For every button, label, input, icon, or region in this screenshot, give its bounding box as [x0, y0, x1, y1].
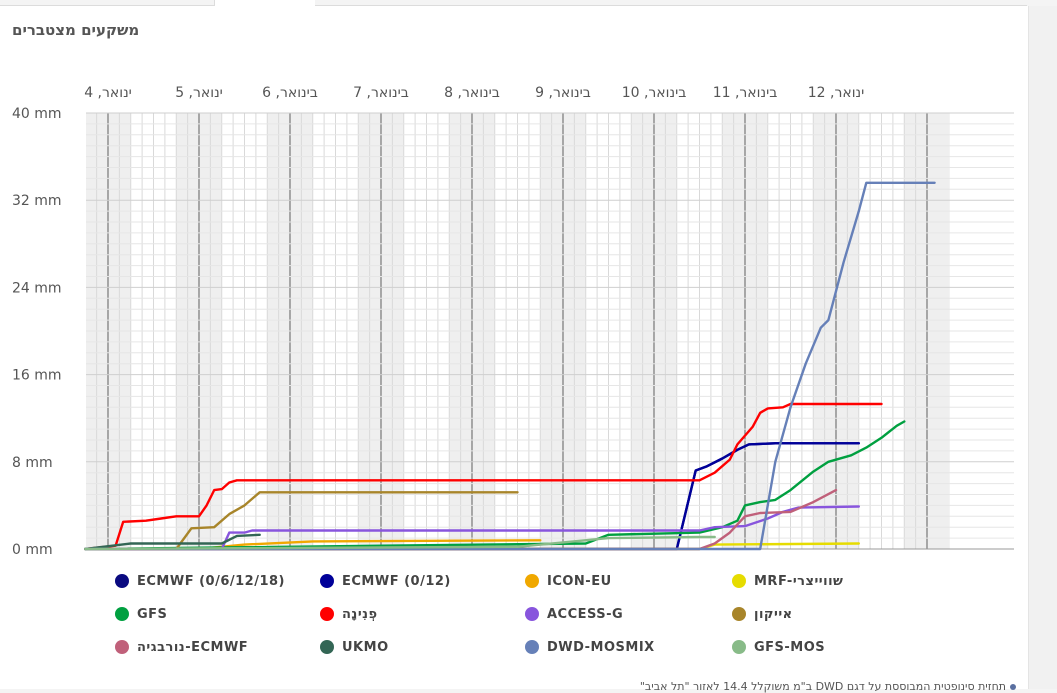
- legend-item[interactable]: נורבגיה-ECMWF: [115, 638, 248, 656]
- panel-title: משקעים מצטברים: [12, 21, 140, 39]
- legend-label: ACCESS-G: [547, 606, 624, 622]
- x-day-label: 10 ,בינואר: [622, 85, 687, 101]
- series-line: [84, 442, 860, 551]
- legend-dot-icon: [525, 607, 539, 621]
- y-tick-label: 0 mm: [12, 542, 53, 558]
- tab-strip: [0, 0, 1057, 6]
- legend-label: ECMWF (0/12): [342, 573, 451, 589]
- legend-item[interactable]: UKMO: [320, 638, 389, 656]
- legend-item[interactable]: GFS-MOS: [732, 638, 825, 656]
- y-tick-label: 16 mm: [12, 368, 62, 384]
- series-line: [84, 402, 883, 551]
- legend-label: UKMO: [342, 639, 389, 655]
- legend-label: GFS: [137, 606, 168, 622]
- legend-item[interactable]: פְנִינָה: [320, 605, 378, 623]
- legend-dot-icon: [115, 640, 129, 654]
- series-line: [84, 181, 936, 551]
- x-day-label: 5 ,ינואר: [175, 85, 223, 101]
- footnote: תחזית סינופטית המבוססת על דגם DWD ב"מ מש…: [496, 680, 1016, 693]
- y-tick-label: 8 mm: [12, 455, 53, 471]
- legend-item[interactable]: ICON-EU: [525, 572, 612, 590]
- tab-strip-fill: [315, 0, 1027, 6]
- y-axis-ticks: 0 mm 8 mm 16 mm 24 mm 32 mm 40 mm: [12, 106, 62, 558]
- precipitation-chart: 0 mm 8 mm 16 mm 24 mm 32 mm 40 mm 4 ,ינואר 5 ,…: [12, 85, 1014, 558]
- legend-label: נורבגיה-ECMWF: [137, 639, 249, 655]
- footnote-text: תחזית סינופטית המבוססת על דגם DWD ב"מ מש…: [639, 680, 1006, 693]
- horizontal-grid: [86, 112, 1014, 550]
- legend-dot-icon: [115, 574, 129, 588]
- x-day-label: 6 ,בינואר: [262, 85, 318, 101]
- legend-label: DWD-MOSMIX: [547, 639, 655, 655]
- x-day-label: 4 ,ינואר: [84, 85, 132, 101]
- x-day-labels: 4 ,ינואר 5 ,ינואר 6 ,בינואר 7 ,בינואר 8 ,בינ…: [84, 85, 864, 101]
- legend-item[interactable]: ACCESS-G: [525, 605, 623, 623]
- legend-dot-icon: [525, 640, 539, 654]
- legend-label: MRF-שווייצרי: [754, 573, 844, 589]
- x-day-label: 9 ,בינואר: [535, 85, 591, 101]
- legend-label: ECMWF (0/6/12/18): [137, 573, 286, 589]
- legend-item[interactable]: DWD-MOSMIX: [525, 638, 655, 656]
- tab-inactive[interactable]: [0, 0, 214, 6]
- legend-dot-icon: [320, 607, 334, 621]
- y-tick-label: 32 mm: [12, 193, 62, 209]
- legend-item[interactable]: אייקון: [732, 605, 793, 623]
- series-line: [84, 533, 261, 551]
- legend-dot-icon: [320, 640, 334, 654]
- legend-item[interactable]: ECMWF (0/12): [320, 572, 451, 590]
- legend-dot-icon: [320, 574, 334, 588]
- legend-label: פְנִינָה: [342, 606, 378, 622]
- legend-dot-icon: [525, 574, 539, 588]
- y-tick-label: 24 mm: [12, 280, 62, 296]
- legend-dot-icon: [732, 574, 746, 588]
- legend-dot-icon: [732, 607, 746, 621]
- legend-dot-icon: [115, 607, 129, 621]
- series-line: [84, 488, 838, 551]
- legend-dot-icon: [732, 640, 746, 654]
- series-line: [84, 420, 906, 551]
- legend-item[interactable]: ECMWF (0/6/12/18): [115, 572, 285, 590]
- legend-item[interactable]: GFS: [115, 605, 167, 623]
- legend-label: GFS-MOS: [754, 639, 826, 655]
- series-lines: [84, 181, 936, 551]
- x-day-label: 12 ,ינואר: [808, 85, 865, 101]
- x-day-label: 7 ,בינואר: [353, 85, 409, 101]
- legend-label: אייקון: [754, 606, 793, 622]
- x-day-label: 11 ,בינואר: [713, 85, 778, 101]
- legend-item[interactable]: MRF-שווייצרי: [732, 572, 843, 590]
- series-line: [84, 491, 519, 551]
- footnote-bullet-icon: [1010, 684, 1016, 690]
- side-strip: [1028, 6, 1057, 689]
- y-tick-label: 40 mm: [12, 106, 62, 122]
- x-day-label: 8 ,בינואר: [444, 85, 500, 101]
- series-line: [84, 535, 716, 551]
- legend-label: ICON-EU: [547, 573, 612, 589]
